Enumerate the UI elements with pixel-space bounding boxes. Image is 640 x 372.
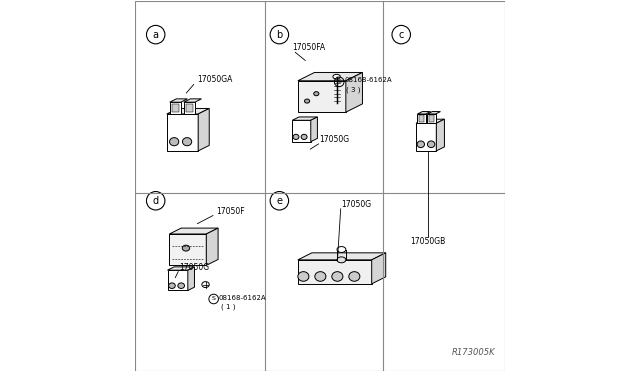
Text: 17050G: 17050G bbox=[179, 263, 209, 272]
Ellipse shape bbox=[170, 138, 179, 146]
Text: 17050GA: 17050GA bbox=[197, 76, 233, 84]
Polygon shape bbox=[170, 234, 206, 265]
Text: c: c bbox=[399, 30, 404, 40]
Polygon shape bbox=[428, 114, 436, 123]
Ellipse shape bbox=[168, 283, 175, 288]
Polygon shape bbox=[417, 112, 431, 114]
Polygon shape bbox=[416, 119, 444, 123]
Text: 17050F: 17050F bbox=[216, 206, 244, 215]
Text: d: d bbox=[152, 196, 159, 206]
Polygon shape bbox=[172, 105, 179, 112]
Polygon shape bbox=[184, 99, 202, 102]
Text: S: S bbox=[337, 79, 341, 84]
Ellipse shape bbox=[314, 92, 319, 96]
Polygon shape bbox=[184, 102, 195, 114]
Polygon shape bbox=[170, 228, 218, 234]
Ellipse shape bbox=[305, 99, 310, 103]
Text: 17050FA: 17050FA bbox=[292, 44, 325, 52]
Polygon shape bbox=[416, 123, 436, 151]
Polygon shape bbox=[298, 73, 362, 81]
Polygon shape bbox=[429, 115, 434, 122]
Text: 17050GB: 17050GB bbox=[410, 237, 446, 246]
Text: ( 3 ): ( 3 ) bbox=[346, 86, 361, 93]
Polygon shape bbox=[298, 260, 372, 284]
Text: 08168-6162A: 08168-6162A bbox=[344, 77, 392, 83]
Ellipse shape bbox=[293, 134, 299, 140]
Polygon shape bbox=[188, 267, 195, 291]
Text: R173005K: R173005K bbox=[452, 347, 495, 357]
Polygon shape bbox=[186, 105, 193, 112]
Polygon shape bbox=[168, 270, 188, 291]
Polygon shape bbox=[292, 120, 311, 142]
Polygon shape bbox=[346, 73, 362, 112]
Ellipse shape bbox=[349, 272, 360, 281]
Polygon shape bbox=[417, 114, 426, 123]
Polygon shape bbox=[372, 253, 386, 284]
Ellipse shape bbox=[333, 74, 340, 79]
Text: e: e bbox=[276, 196, 282, 206]
Text: 17050G: 17050G bbox=[341, 200, 372, 209]
Ellipse shape bbox=[315, 272, 326, 281]
Polygon shape bbox=[292, 117, 317, 120]
Polygon shape bbox=[170, 99, 188, 102]
Polygon shape bbox=[168, 267, 195, 270]
Polygon shape bbox=[167, 109, 209, 114]
Polygon shape bbox=[428, 112, 440, 114]
Polygon shape bbox=[167, 114, 198, 151]
Polygon shape bbox=[436, 119, 444, 151]
Polygon shape bbox=[419, 115, 424, 122]
Polygon shape bbox=[206, 228, 218, 265]
Ellipse shape bbox=[301, 134, 307, 140]
Ellipse shape bbox=[428, 141, 435, 148]
Polygon shape bbox=[298, 253, 386, 260]
Ellipse shape bbox=[182, 245, 189, 251]
Text: a: a bbox=[153, 30, 159, 40]
Ellipse shape bbox=[202, 282, 209, 288]
Text: b: b bbox=[276, 30, 282, 40]
Text: ( 1 ): ( 1 ) bbox=[221, 303, 235, 310]
Ellipse shape bbox=[178, 283, 184, 288]
Ellipse shape bbox=[182, 138, 192, 146]
Text: 08168-6162A: 08168-6162A bbox=[219, 295, 266, 301]
Ellipse shape bbox=[332, 272, 343, 281]
Polygon shape bbox=[170, 102, 181, 114]
Ellipse shape bbox=[298, 272, 309, 281]
Ellipse shape bbox=[337, 257, 346, 263]
Polygon shape bbox=[298, 81, 346, 112]
Text: S: S bbox=[212, 296, 216, 301]
Polygon shape bbox=[198, 109, 209, 151]
Ellipse shape bbox=[417, 141, 424, 148]
Text: 17050G: 17050G bbox=[319, 135, 349, 144]
Ellipse shape bbox=[337, 247, 346, 253]
Polygon shape bbox=[311, 117, 317, 142]
